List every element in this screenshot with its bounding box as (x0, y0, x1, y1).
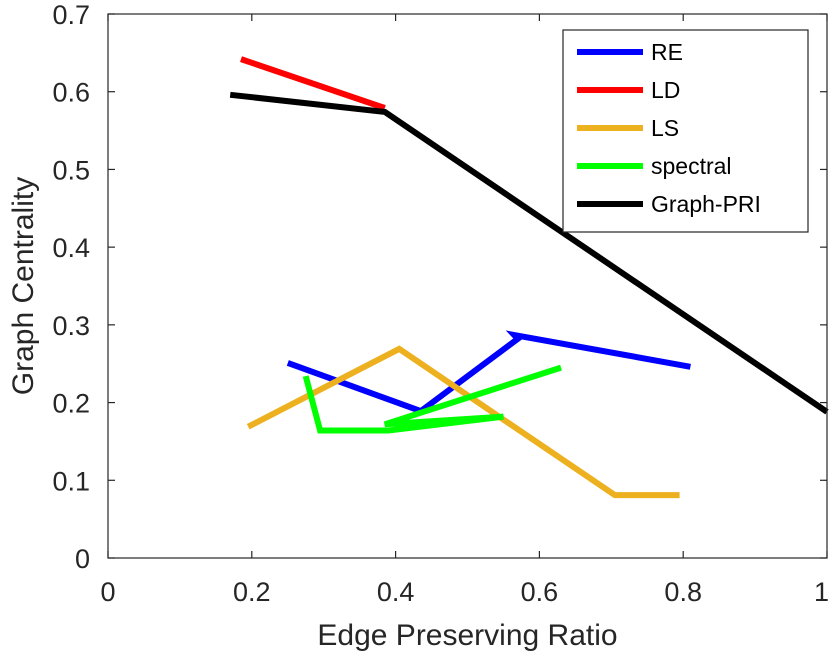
series-line-graph-pri (229, 91, 829, 415)
x-tick-label: 0.4 (377, 577, 415, 607)
legend-label: Graph-PRI (651, 191, 761, 217)
x-tick-label: 0.2 (233, 577, 271, 607)
x-tick-label: 0.6 (521, 577, 559, 607)
x-axis-label: Edge Preserving Ratio (317, 619, 617, 652)
series-layer (229, 56, 829, 499)
y-tick-label: 0.7 (52, 0, 90, 30)
y-tick-label: 0.6 (52, 78, 90, 108)
y-tick-label: 0.5 (52, 155, 90, 185)
y-axis-label: Graph Centrality (7, 177, 40, 395)
y-tick-label: 0.3 (52, 311, 90, 341)
y-tick-label: 0.1 (52, 466, 90, 496)
axes-box (107, 13, 828, 559)
series-line-ld (240, 56, 386, 111)
y-tick-label: 0.4 (52, 233, 90, 263)
legend-label: spectral (651, 153, 732, 179)
legend-label: RE (651, 39, 683, 65)
legend-label: LD (651, 77, 680, 103)
series-line-ls (246, 345, 680, 499)
x-tick-label: 1 (814, 577, 829, 607)
y-tick-label: 0 (75, 544, 90, 574)
x-tick-label: 0 (100, 577, 115, 607)
ticks-layer: 0 0.2 0.4 0.6 0.8 1 0 0.1 0.2 0.3 0.4 0.5 0.6 0.7 (52, 0, 829, 607)
legend-label: LS (651, 115, 679, 141)
x-tick-label: 0.8 (664, 577, 702, 607)
y-tick-label: 0.2 (52, 389, 90, 419)
series-line-spectral (302, 364, 562, 434)
series-line-re (286, 330, 691, 415)
legend: RE LD LS spectral Graph-PRI (562, 29, 809, 233)
